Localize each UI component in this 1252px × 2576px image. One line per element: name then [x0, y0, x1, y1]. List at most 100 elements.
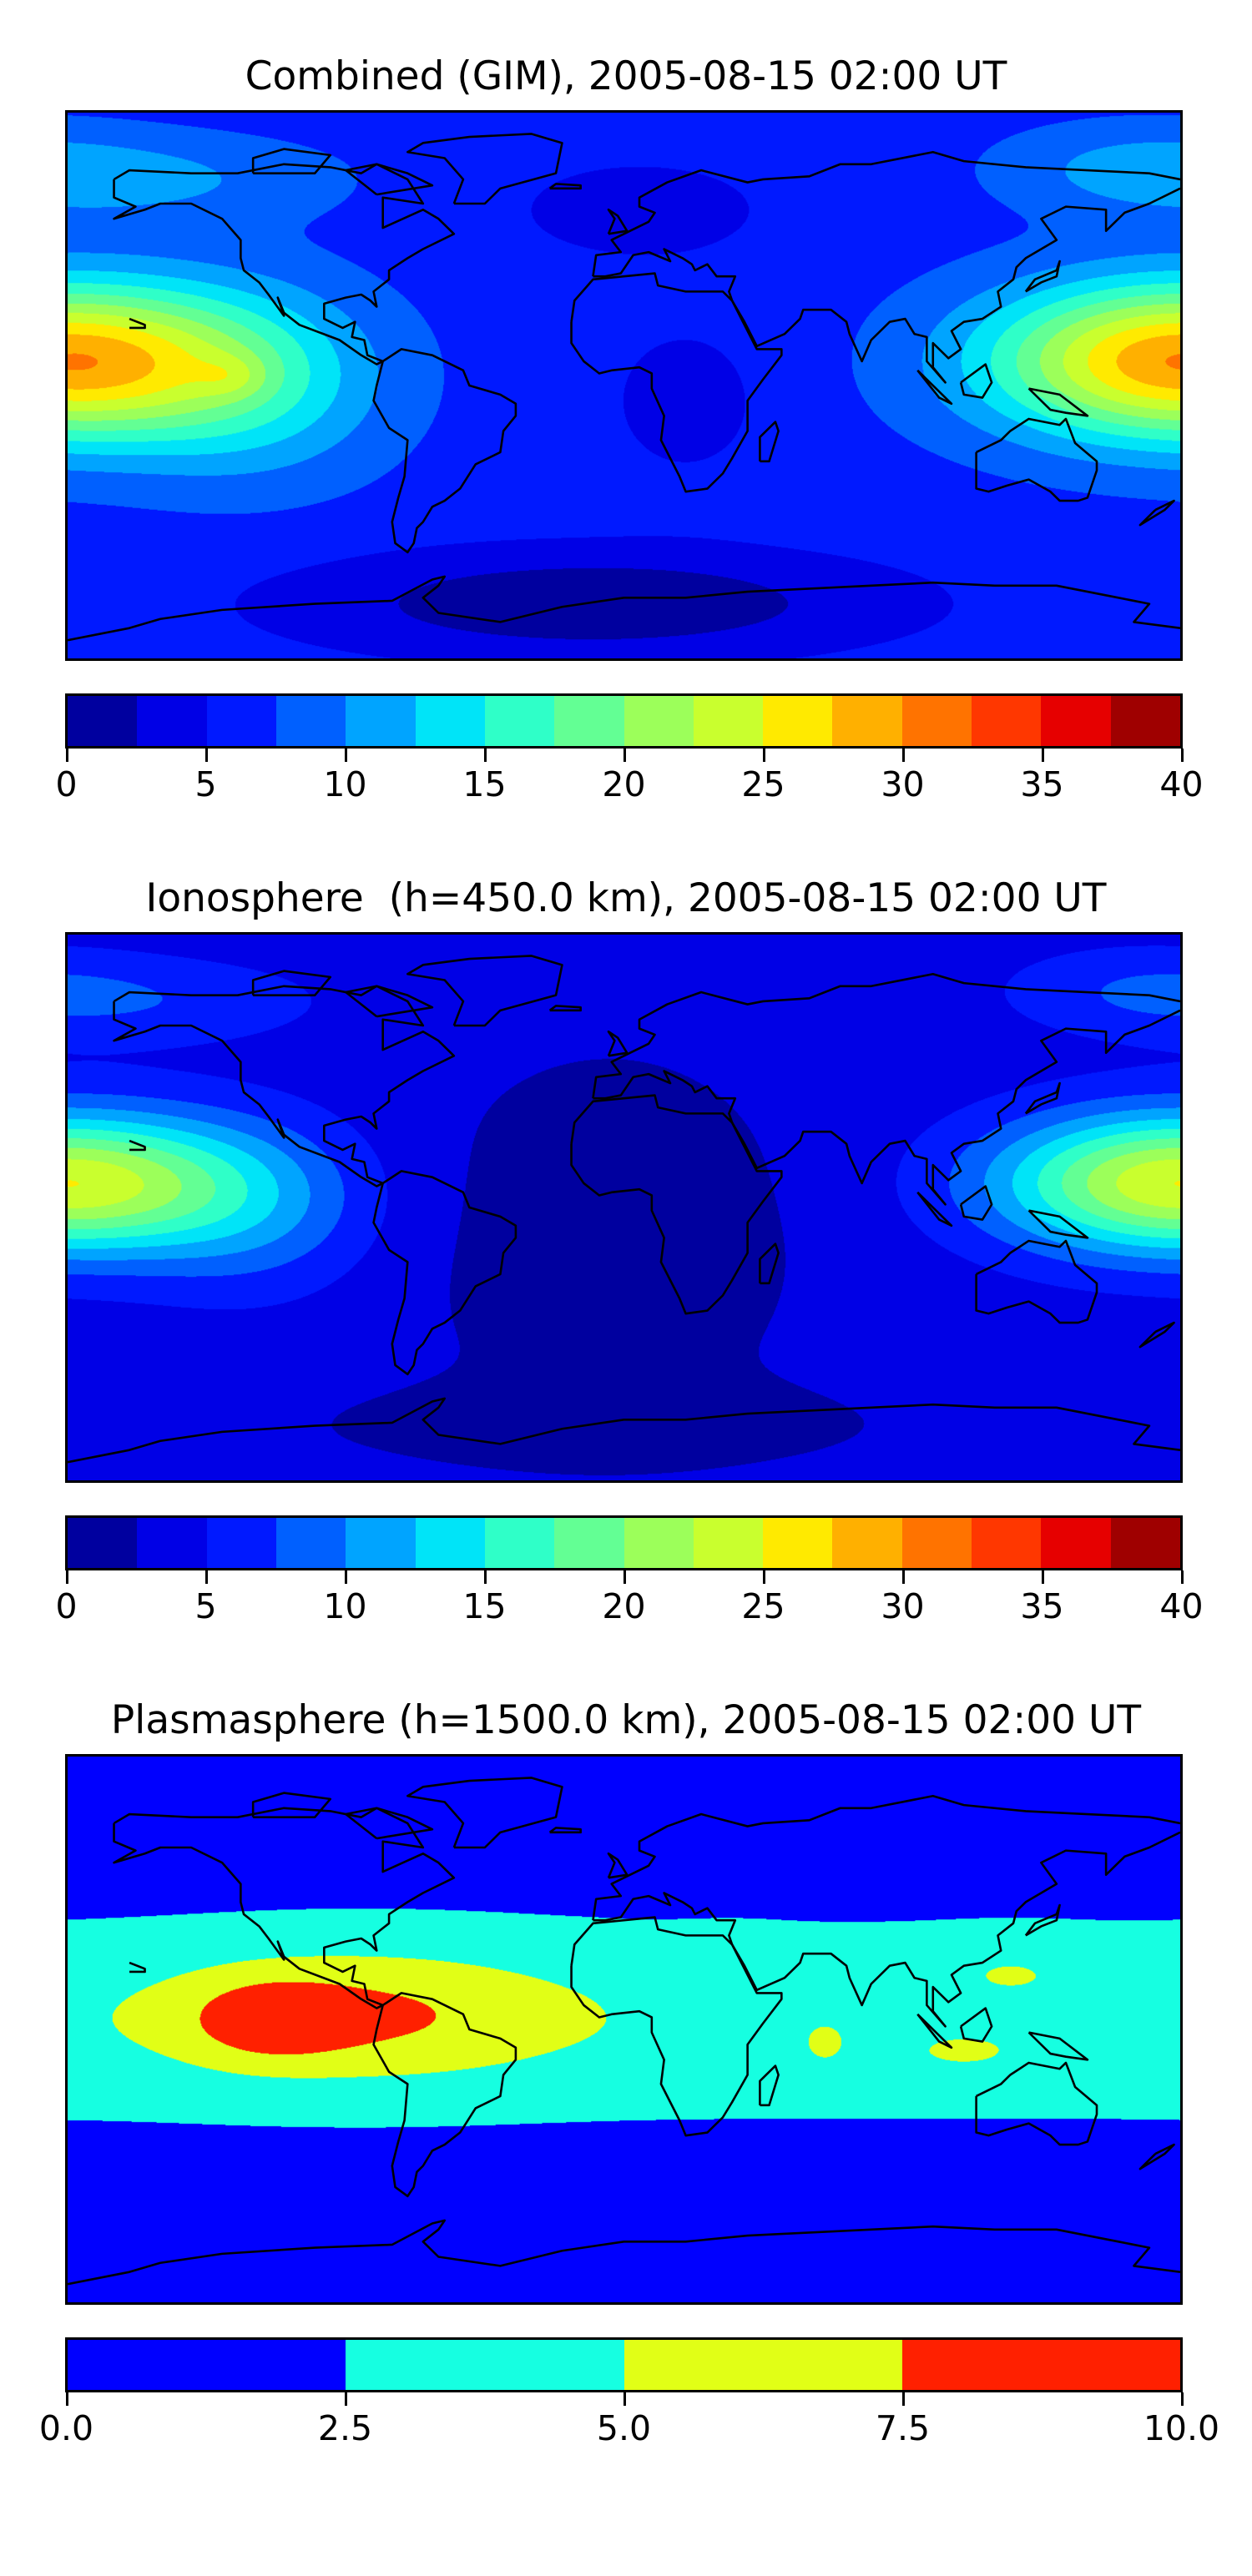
colorbar-tick: [65, 2392, 68, 2406]
coastline: [68, 2221, 1180, 2284]
colorbar-tick-label: 30: [881, 1586, 925, 1626]
coastline: [977, 2063, 1097, 2145]
coastline: [977, 419, 1097, 501]
world-map: [65, 932, 1183, 1483]
coastline: [1029, 2033, 1088, 2060]
colorbar-tick-label: 5: [194, 764, 217, 804]
colorbar-segment: [832, 1518, 902, 1568]
coastline: [593, 974, 1180, 1098]
colorbar-segment: [484, 1518, 555, 1568]
colorbar-segment: [206, 696, 276, 746]
panel-title: Plasmasphere (h=1500.0 km), 2005-08-15 0…: [110, 1697, 1142, 1743]
coastline: [346, 1808, 432, 1838]
colorbar-segment: [275, 1518, 346, 1568]
colorbar-segment: [1110, 1518, 1180, 1568]
coastline: [346, 986, 432, 1016]
colorbar-tick-label: 40: [1159, 1586, 1204, 1626]
world-map: [65, 110, 1183, 661]
colorbar-tick: [1041, 1570, 1044, 1584]
colorbar-tick: [762, 749, 765, 762]
colorbar-tick: [762, 1570, 765, 1584]
coastline: [253, 149, 331, 174]
coastline: [760, 422, 778, 461]
coastline: [1026, 1905, 1060, 1935]
colorbar-tick-label: 15: [462, 1586, 507, 1626]
colorbar-tick: [901, 749, 905, 762]
coastline: [917, 371, 952, 404]
colorbar-segment: [137, 696, 207, 746]
colorbar-tick: [623, 749, 626, 762]
colorbar-segment: [415, 696, 485, 746]
colorbar-tick: [623, 1570, 626, 1584]
colorbar-segment: [68, 696, 138, 746]
colorbar-segment: [623, 2340, 902, 2390]
colorbar-tick: [623, 2392, 626, 2406]
contour-field: [68, 1757, 1180, 2302]
coastline: [961, 1187, 992, 1220]
coastline: [346, 164, 432, 194]
colorbar-segment: [346, 1518, 416, 1568]
coastline: [608, 1853, 627, 1878]
coastline: [1140, 1323, 1174, 1347]
coastline: [1026, 261, 1060, 291]
colorbar-segment: [1041, 696, 1111, 746]
colorbar-tick: [901, 2392, 905, 2406]
colorbar-segment: [1110, 696, 1180, 746]
colorbar-tick: [483, 749, 487, 762]
coastline: [608, 209, 627, 234]
colorbar-segment: [623, 1518, 694, 1568]
colorbar-segment: [346, 696, 416, 746]
colorbar-segment: [137, 1518, 207, 1568]
coastline: [374, 1993, 516, 2195]
coastline: [1140, 501, 1174, 525]
coastline: [374, 349, 516, 552]
coastline: [550, 1006, 581, 1010]
coastline: [760, 1244, 778, 1283]
colorbar-tick: [1180, 749, 1184, 762]
coastline: [593, 1796, 1180, 1920]
coastlines: [68, 113, 1180, 658]
coastline: [253, 971, 331, 996]
colorbar-segment: [693, 1518, 764, 1568]
colorbar-tick-label: 40: [1159, 764, 1204, 804]
colorbar-segment: [623, 696, 694, 746]
coastline: [253, 1793, 331, 1817]
colorbar-tick-label: 0: [55, 1586, 78, 1626]
colorbar: [65, 1515, 1183, 1570]
colorbar-tick-label: 10: [323, 1586, 367, 1626]
coastline: [114, 1808, 454, 2009]
map-panel-1: Combined (GIM), 2005-08-15 02:00 UT 0 5 10 1…: [0, 53, 1252, 932]
coastline: [407, 134, 562, 204]
colorbar-tick: [344, 749, 347, 762]
colorbar-segment: [972, 696, 1042, 746]
colorbar-segment: [275, 696, 346, 746]
coastline: [374, 1171, 516, 1374]
coastline: [129, 319, 145, 328]
colorbar-tick-label: 0.0: [38, 2408, 94, 2448]
map-panel-3: Plasmasphere (h=1500.0 km), 2005-08-15 0…: [0, 1697, 1252, 2576]
colorbar-segment: [901, 696, 972, 746]
world-map: [65, 1754, 1183, 2305]
colorbar-tick-label: 15: [462, 764, 507, 804]
colorbar-segment: [1041, 1518, 1111, 1568]
coastline: [129, 1141, 145, 1150]
colorbar-tick-label: 35: [1020, 1586, 1064, 1626]
colorbar: [65, 2337, 1183, 2392]
coastline: [1029, 389, 1088, 416]
panel-title: Ionosphere (h=450.0 km), 2005-08-15 02:0…: [145, 875, 1107, 921]
colorbar-tick-label: 2.5: [317, 2408, 373, 2448]
colorbar-tick-label: 10.0: [1143, 2408, 1220, 2448]
colorbar-segment: [554, 696, 624, 746]
colorbar-segment: [972, 1518, 1042, 1568]
colorbar-segment: [693, 696, 764, 746]
coastline: [593, 189, 1180, 383]
colorbar-segment: [484, 696, 555, 746]
coastline: [114, 164, 454, 365]
colorbar-segment: [415, 1518, 485, 1568]
colorbar-tick: [204, 1570, 208, 1584]
colorbar-tick-label: 7.5: [875, 2408, 931, 2448]
colorbar-tick: [1180, 1570, 1184, 1584]
coastline: [977, 1241, 1097, 1323]
colorbar-tick-label: 10: [323, 764, 367, 804]
colorbar-tick-label: 25: [741, 764, 785, 804]
